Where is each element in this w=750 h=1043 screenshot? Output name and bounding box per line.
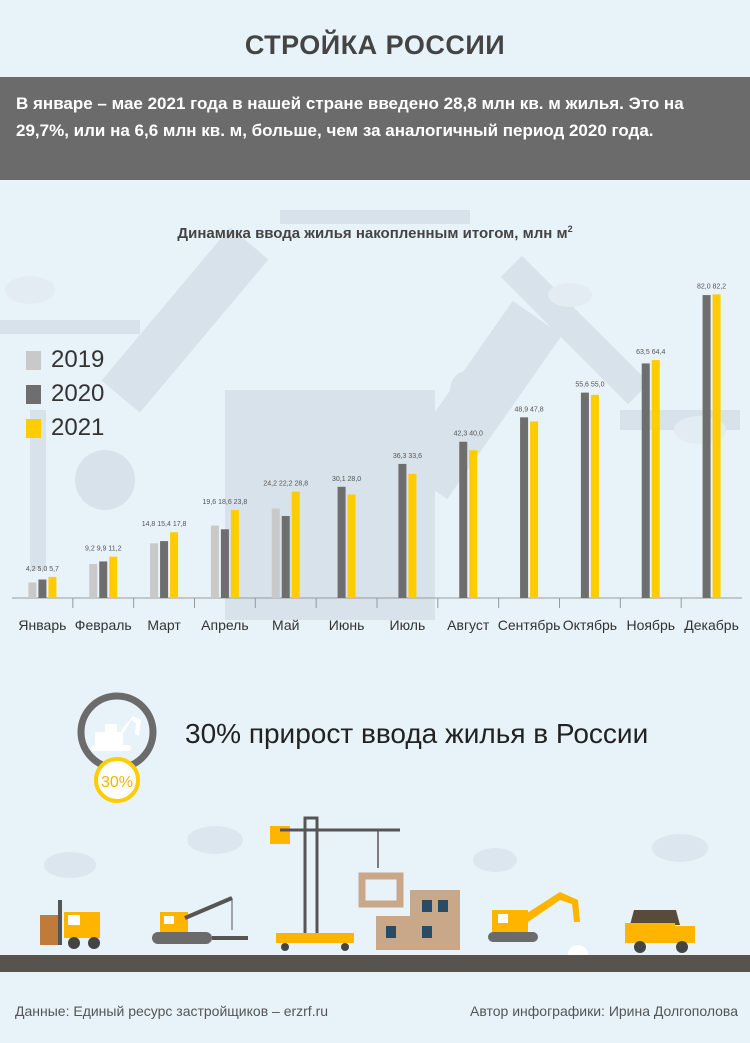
x-tick-label: Июнь <box>329 617 365 633</box>
summary-text: В январе – мае 2021 года в нашей стране … <box>16 94 684 140</box>
bar-2020-Август <box>459 441 468 598</box>
x-tick-label: Октябрь <box>563 617 617 633</box>
growth-badge-text: 30% <box>101 774 133 791</box>
excavator-badge: 30% <box>77 692 157 803</box>
data-label: 14,8 15,4 17,8 <box>142 521 187 528</box>
legend-swatch-2019 <box>26 350 41 370</box>
legend-item-2021: 2021 <box>26 411 104 445</box>
bar-2021-Август <box>469 450 478 598</box>
growth-title: 30% прирост ввода жилья в России <box>185 718 649 749</box>
bar-2021-Октябрь <box>590 394 599 598</box>
x-tick-label: Март <box>147 617 181 633</box>
data-label: 4,2 5,0 5,7 <box>26 566 59 573</box>
building-icon <box>358 872 460 950</box>
construction-scene <box>40 816 708 965</box>
page-title: СТРОЙКА РОССИИ <box>244 30 506 60</box>
bar-2019-Февраль <box>89 564 98 598</box>
bar-2020-Март <box>160 541 169 598</box>
bar-2021-Декабрь <box>712 294 721 598</box>
bar-2020-Апрель <box>220 529 229 598</box>
bar-2020-Июнь <box>337 486 346 598</box>
excavator-icon <box>488 892 580 942</box>
bar-2020-Октябрь <box>580 392 589 598</box>
data-label: 82,0 82,2 <box>697 283 726 290</box>
x-tick-label: Август <box>447 617 490 633</box>
bar-2021-Январь <box>48 576 57 598</box>
bar-2020-Июль <box>398 463 407 598</box>
bar-2020-Сентябрь <box>520 417 529 598</box>
data-label: 63,5 64,4 <box>636 349 665 356</box>
x-tick-label: Июль <box>390 617 426 633</box>
author-credit: Автор инфографики: Ирина Долгополова <box>470 1003 738 1019</box>
background-decoration <box>0 210 740 620</box>
legend-swatch-2021 <box>26 418 41 438</box>
legend-item-2020: 2020 <box>26 377 104 411</box>
bar-2021-Март <box>170 532 179 598</box>
x-tick-label: Декабрь <box>684 617 739 633</box>
bar-2019-Май <box>271 508 280 598</box>
data-label: 24,2 22,2 28,8 <box>263 481 308 488</box>
data-label: 30,1 28,0 <box>332 476 361 483</box>
crawler-crane-icon <box>152 896 248 944</box>
x-tick-label: Январь <box>18 617 66 633</box>
bar-2021-Февраль <box>109 556 118 598</box>
data-label: 48,9 47,8 <box>514 406 543 413</box>
excavator-icon <box>91 716 141 751</box>
bar-2019-Январь <box>28 582 37 598</box>
data-label: 42,3 40,0 <box>454 431 483 438</box>
data-label: 36,3 33,6 <box>393 453 422 460</box>
legend-swatch-2020 <box>26 384 41 404</box>
bar-2021-Июнь <box>347 494 356 598</box>
x-tick-label: Февраль <box>75 617 132 633</box>
bar-2020-Май <box>281 515 290 598</box>
cloud-icon <box>44 826 708 878</box>
chart-title: Динамика ввода жилья накопленным итогом,… <box>177 224 573 242</box>
legend-item-2019: 2019 <box>26 343 104 377</box>
source-credit: Данные: Единый ресурс застройщиков – erz… <box>15 1003 329 1019</box>
data-label: 55,6 55,0 <box>575 382 604 389</box>
dump-truck-icon <box>625 910 695 953</box>
bar-2021-Июль <box>408 473 417 598</box>
legend-label-2019: 2019 <box>51 346 105 373</box>
bar-2019-Март <box>150 543 159 598</box>
x-tick-label: Апрель <box>201 617 249 633</box>
bar-2020-Январь <box>38 579 47 598</box>
bar-2019-Апрель <box>210 525 219 598</box>
forklift-icon <box>40 900 100 949</box>
bar-2020-Ноябрь <box>641 363 650 598</box>
bar-2020-Декабрь <box>702 295 711 598</box>
bar-2021-Ноябрь <box>651 360 660 598</box>
data-label: 9,2 9,9 11,2 <box>85 546 122 553</box>
bar-2021-Апрель <box>230 510 239 598</box>
data-label: 19,6 18,6 23,8 <box>203 499 248 506</box>
crane-icon <box>270 816 400 951</box>
badge-circle <box>94 757 140 803</box>
x-tick-label: Сентябрь <box>498 617 561 633</box>
chart-legend: 2019 2020 2021 <box>26 343 104 445</box>
bar-chart: Январь 4,2 5,0 5,7 Февраль 9,2 9,9 11,2 Март… <box>12 283 742 633</box>
bar-2021-Май <box>291 491 300 598</box>
ground-strip <box>0 955 750 972</box>
bar-2021-Сентябрь <box>530 421 539 598</box>
x-tick-label: Май <box>272 617 299 633</box>
summary-banner: В январе – мае 2021 года в нашей стране … <box>0 77 750 180</box>
legend-label-2021: 2021 <box>51 414 105 441</box>
x-tick-label: Ноябрь <box>626 617 675 633</box>
bar-2020-Февраль <box>99 561 108 598</box>
legend-label-2020: 2020 <box>51 380 105 407</box>
